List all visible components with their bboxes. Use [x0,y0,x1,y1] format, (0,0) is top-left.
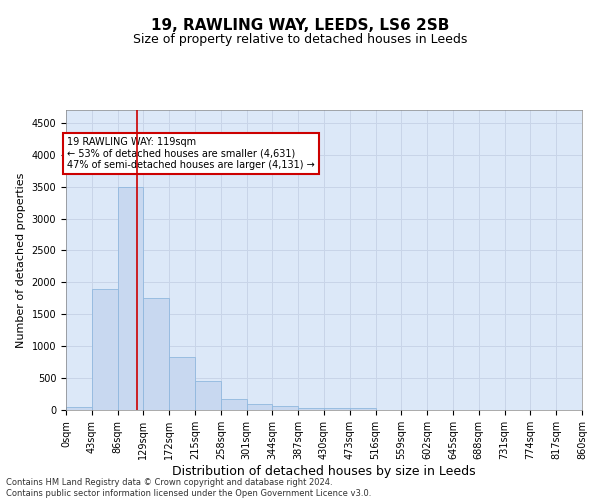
Text: 19, RAWLING WAY, LEEDS, LS6 2SB: 19, RAWLING WAY, LEEDS, LS6 2SB [151,18,449,32]
Bar [169,357,195,410]
Text: 19 RAWLING WAY: 119sqm
← 53% of detached houses are smaller (4,631)
47% of semi-: 19 RAWLING WAY: 119sqm ← 53% of detached… [67,137,315,170]
Bar [247,404,272,410]
Bar [92,288,118,410]
Text: Contains HM Land Registry data © Crown copyright and database right 2024.
Contai: Contains HM Land Registry data © Crown c… [6,478,371,498]
Y-axis label: Number of detached properties: Number of detached properties [16,172,26,348]
Bar [118,186,143,410]
Bar [66,407,92,410]
Bar [195,382,221,410]
Bar [143,298,169,410]
Bar [272,406,298,410]
Text: Size of property relative to detached houses in Leeds: Size of property relative to detached ho… [133,32,467,46]
Bar [221,399,247,410]
Bar [298,408,324,410]
X-axis label: Distribution of detached houses by size in Leeds: Distribution of detached houses by size … [172,464,476,477]
Bar [324,408,350,410]
Bar [350,408,376,410]
